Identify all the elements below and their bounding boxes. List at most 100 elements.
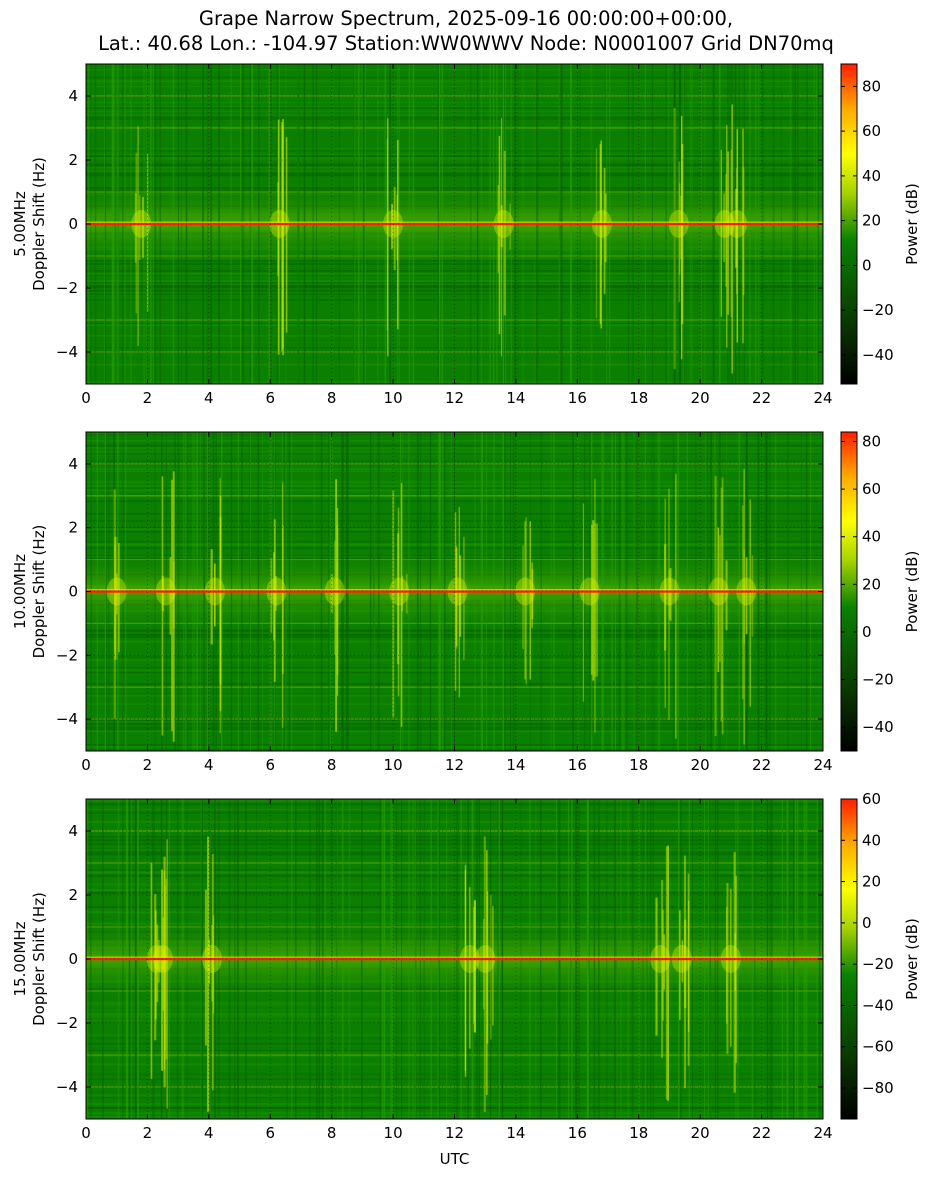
carrier-halo [86,956,823,958]
x-tick-label: 8 [327,1124,337,1142]
y-axis-label: Doppler Shift (Hz) [30,157,48,291]
burst-streak [592,520,595,681]
burst-streak [503,150,506,316]
burst-streak [285,137,288,333]
panel-frequency-label: 15.00MHz [11,921,29,996]
x-tick-label: 22 [752,1124,771,1142]
burst-streak [661,879,664,1058]
noise-band [86,908,823,910]
noise-band [86,871,823,874]
burst-streak [134,192,137,263]
burst-streak [135,152,138,314]
burst-streak [137,126,139,347]
burst-streak [400,483,403,727]
x-tick-label: 4 [204,756,214,774]
burst-streak [596,523,598,677]
noise-band [86,347,823,349]
noise-band [86,1089,823,1091]
burst-streak [733,852,736,1093]
carrier-halo [86,589,823,591]
x-tick-label: 18 [629,389,648,407]
noise-band [86,911,823,914]
burst-streak [454,512,457,691]
noise-band [86,1012,823,1016]
noise-band [86,322,823,324]
burst-streak [667,845,669,1101]
burst-streak [745,557,748,635]
noise-band [86,869,823,871]
x-tick-label: 8 [327,389,337,407]
noise-band [86,324,823,327]
colorbar-tick-label: 40 [862,528,881,546]
burst-streak [681,940,684,983]
burst-streak [490,894,492,1040]
y-tick-label: −2 [56,646,78,664]
noise-band [86,110,823,112]
noise-band [86,512,823,515]
y-tick-label: 4 [68,822,78,840]
burst-streak [156,924,159,1002]
colorbar-tick-label: 60 [862,480,881,498]
x-tick-label: 10 [384,1124,403,1142]
burst-streak [172,471,175,742]
noise-band [86,285,823,288]
y-axis-label: Doppler Shift (Hz) [30,892,48,1026]
noise-band [86,1036,823,1039]
burst-streak [714,475,717,736]
noise-band [86,853,823,856]
noise-band [86,289,823,293]
noise-band [86,540,823,544]
y-tick-label: −4 [56,1078,78,1096]
y-tick-label: 0 [68,950,78,968]
colorbar-tick-label: 60 [862,122,881,140]
noise-band [86,170,823,172]
burst-streak [161,869,164,1071]
x-tick-label: 16 [568,756,587,774]
noise-band [86,1009,823,1011]
colorbar-tick-label: 40 [862,831,881,849]
x-tick-label: 20 [691,756,710,774]
noise-band [86,76,823,79]
y-tick-label: 0 [68,215,78,233]
burst-streak [668,569,670,619]
x-tick-label: 8 [327,756,337,774]
noise-band [86,114,823,117]
burst-streak [116,537,118,660]
noise-band [86,542,823,545]
x-tick-label: 14 [506,389,525,407]
burst-streak [270,558,273,633]
burst-streak [116,573,118,615]
x-tick-label: 0 [81,389,91,407]
noise-band [86,455,823,457]
noise-band [86,446,823,450]
burst-streak [680,195,683,260]
noise-band [86,719,823,721]
noise-band [86,101,823,104]
carrier-halo [86,221,823,223]
colorbar-tick-label: 0 [862,256,872,274]
x-tick-label: 4 [204,1124,214,1142]
x-tick-label: 6 [265,1124,275,1142]
burst-streak [396,194,398,261]
panel-frequency-label: 5.00MHz [11,191,29,257]
figure-title: Grape Narrow Spectrum, 2025-09-16 00:00:… [0,6,932,56]
noise-band [86,79,823,83]
noise-band [86,150,823,152]
burst-streak [459,555,462,637]
x-tick-label: 18 [629,1124,648,1142]
burst-streak [391,203,394,250]
burst-streak [212,915,215,1014]
burst-streak [529,521,531,680]
x-tick-label: 16 [568,389,587,407]
burst-streak [486,850,488,1095]
burst-streak [468,887,471,1049]
noise-band [86,726,823,729]
y-tick-label: 0 [68,583,78,601]
colorbar-gradient [840,798,858,1120]
burst-streak [498,135,501,335]
colorbar-tick-label: −60 [862,1038,894,1056]
noise-band [86,269,823,272]
colorbar-gradient [840,63,858,385]
x-tick-label: 6 [265,389,275,407]
